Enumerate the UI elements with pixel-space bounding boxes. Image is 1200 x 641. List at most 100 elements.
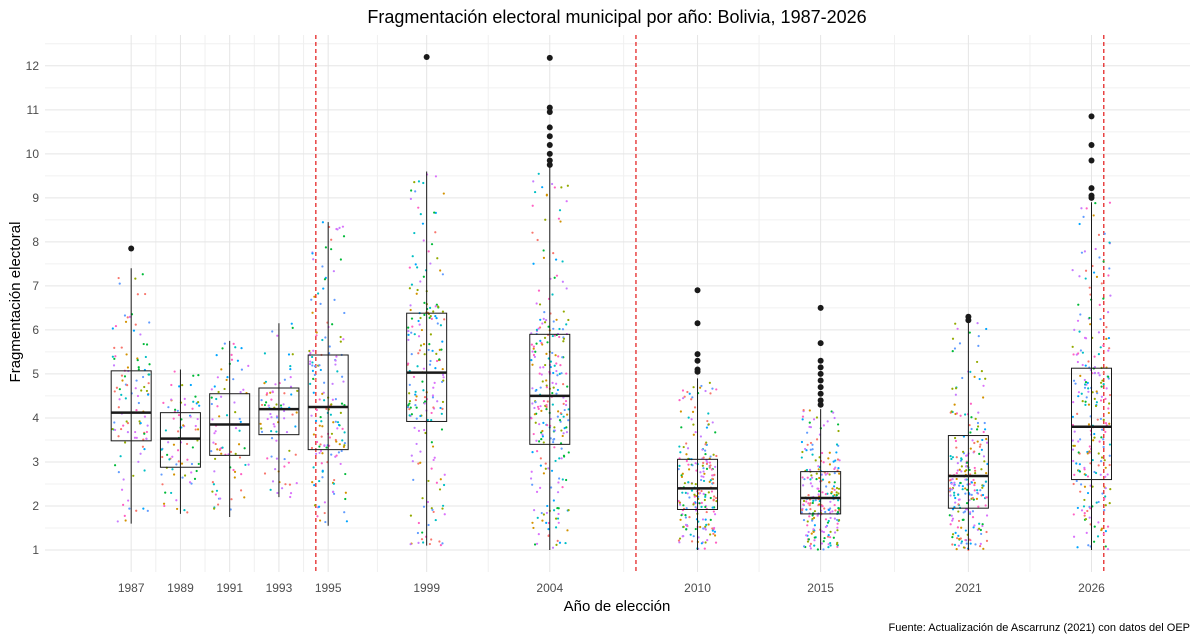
jitter-point [1071,439,1074,442]
jitter-point [540,511,543,515]
y-tick-label: 3 [32,455,39,469]
jitter-point [145,437,148,441]
jitter-point [408,383,411,386]
jitter-point [433,381,436,385]
jitter-point [263,472,267,475]
jitter-point [177,460,180,463]
jitter-point [269,391,272,394]
jitter-point [443,513,446,516]
jitter-point [111,327,114,330]
jitter-point [284,483,287,486]
jitter-point [124,519,127,522]
jitter-point [539,464,542,467]
chart-caption: Fuente: Actualización de Ascarrunz (2021… [889,622,1190,634]
jitter-point [541,433,544,436]
jitter-point [343,441,347,445]
jitter-point [318,451,321,455]
jitter-point [1106,473,1109,476]
jitter-point [542,472,545,475]
jitter-point [274,468,277,471]
jitter-point [441,507,444,510]
jitter-point [976,322,979,325]
jitter-point [333,478,336,482]
jitter-point [195,402,198,405]
jitter-point [711,387,714,390]
jitter-point [319,449,323,452]
jitter-point [968,331,971,334]
jitter-point [314,452,318,455]
jitter-point [415,292,418,295]
jitter-point [545,384,548,387]
jitter-point [951,350,954,353]
jitter-point [1099,460,1103,463]
jitter-point [421,380,424,383]
jitter-point [419,280,422,283]
jitter-point [313,484,316,487]
jitter-point [565,323,568,326]
jitter-point [216,448,219,451]
y-tick-label: 1 [32,543,39,557]
jitter-point [1099,399,1103,402]
jitter-point [709,518,712,521]
x-axis-label: Año de elección [564,598,671,615]
jitter-point [210,449,213,453]
jitter-point [1086,491,1090,495]
jitter-point [537,407,540,410]
jitter-point [968,482,971,486]
jitter-point [143,432,146,435]
jitter-point [1077,303,1080,306]
outlier-point-2015 [817,304,824,311]
jitter-point [833,517,836,520]
jitter-point [978,545,982,548]
jitter-point [423,353,426,356]
jitter-point [801,476,804,479]
jitter-point [544,218,547,221]
outlier-point-2004 [546,124,553,131]
jitter-point [1108,241,1111,244]
outlier-point-2004 [546,142,553,149]
jitter-point [816,514,819,517]
jitter-point [1101,428,1104,431]
jitter-point [705,510,708,514]
jitter-point [705,467,709,470]
jitter-point [1079,349,1083,352]
jitter-point [430,419,433,422]
jitter-point [1097,331,1101,334]
jitter-point [679,518,682,521]
jitter-point [980,448,983,451]
jitter-point [562,340,565,343]
jitter-point [951,387,954,390]
jitter-point [704,525,707,528]
jitter-point [1078,330,1081,333]
jitter-point [311,481,314,484]
jitter-point [1083,512,1086,515]
jitter-point [1072,379,1076,382]
jitter-point [807,530,810,534]
jitter-point [567,318,570,322]
jitter-point [712,453,715,456]
jitter-point [340,449,343,453]
jitter-point [532,262,535,265]
jitter-point [834,466,837,469]
jitter-point [1088,516,1091,519]
jitter-point [161,483,164,486]
jitter-point [315,331,318,334]
jitter-point [421,222,425,225]
jitter-point [115,386,119,389]
jitter-point [239,489,243,492]
jitter-point [680,475,684,479]
jitter-point [1072,353,1075,356]
jitter-point [330,432,334,435]
jitter-point [116,520,119,523]
jitter-point [808,544,812,548]
jitter-point [970,416,973,419]
jitter-point [232,378,235,381]
jitter-point [176,449,180,452]
jitter-point [814,459,817,462]
jitter-point [702,492,705,495]
jitter-point [412,375,416,379]
jitter-point [221,347,224,350]
jitter-point [531,204,534,207]
jitter-point [329,413,332,416]
jitter-point [328,436,332,439]
